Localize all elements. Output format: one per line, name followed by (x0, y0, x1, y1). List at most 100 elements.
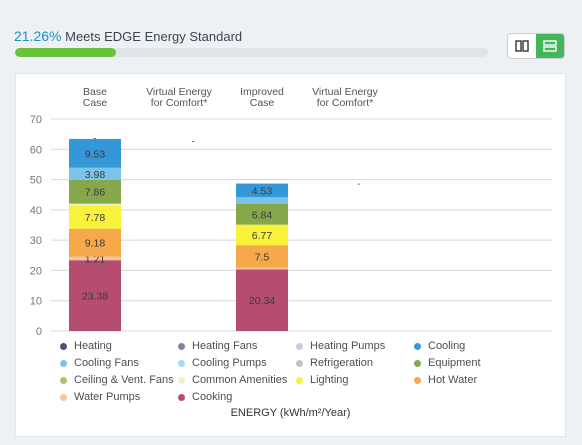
category-label: Case (83, 97, 108, 109)
legend-swatch (60, 342, 67, 350)
legend-item[interactable]: Cooling (414, 339, 532, 353)
category-label: Case (250, 97, 275, 109)
bar-value-label: 4.53 (252, 185, 273, 197)
legend-swatch (178, 342, 185, 350)
legend-item[interactable]: Heating Pumps (296, 339, 414, 353)
bar-segment (236, 197, 288, 204)
annotation: - (93, 134, 96, 145)
bar-value-label: 7.78 (85, 212, 106, 224)
legend-swatch (178, 376, 185, 384)
chart-legend: Heating Heating Fans Heating Pumps Cooling C… (60, 339, 560, 404)
bar-segment (69, 203, 121, 206)
legend-item[interactable]: Cooking (178, 390, 296, 404)
category-label: Virtual Energy (146, 86, 213, 98)
legend-swatch (178, 359, 185, 367)
progress-fill (15, 48, 116, 57)
bar-value-label: 3.98 (85, 169, 106, 181)
chart-card: 0 10 20 30 40 50 60 70 Base Case Virtual Energy for… (15, 73, 566, 437)
legend-item[interactable]: Heating (60, 339, 178, 353)
legend-item[interactable]: Common Amenities (178, 373, 296, 387)
category-label: Virtual Energy (312, 86, 379, 98)
legend-swatch (60, 359, 67, 367)
legend-swatch (60, 393, 67, 401)
legend-label: Cooling (428, 340, 466, 352)
y-tick-label: 50 (30, 175, 42, 187)
legend-label: Heating Fans (192, 340, 258, 352)
y-tick-label: 10 (30, 296, 42, 308)
legend-label: Heating Pumps (310, 340, 386, 352)
legend-item[interactable]: Cooling Pumps (178, 356, 296, 370)
legend-swatch (178, 393, 185, 401)
bar-segment (69, 205, 121, 229)
legend-item[interactable]: Lighting (296, 373, 414, 387)
legend-swatch (296, 342, 303, 350)
y-tick-label: 30 (30, 235, 42, 247)
y-tick-label: 40 (30, 205, 42, 217)
bar-segment (236, 224, 288, 246)
legend-swatch (414, 342, 421, 350)
legend-item[interactable]: Heating Fans (178, 339, 296, 353)
standard-text: Meets EDGE Energy Standard (65, 29, 243, 44)
legend-item[interactable]: Refrigeration (296, 356, 414, 370)
bar-value-label: 9.53 (85, 148, 106, 160)
bar-value-label: 6.84 (252, 209, 273, 221)
bar-segment (69, 260, 121, 331)
legend-item[interactable]: Hot Water (414, 373, 532, 387)
bar-value-label: 7.86 (85, 187, 106, 199)
bar-segment (69, 179, 121, 204)
rows-icon (543, 40, 557, 52)
legend-swatch (60, 376, 67, 384)
legend-label: Common Amenities (192, 374, 288, 386)
legend-swatch (296, 376, 303, 384)
bar-segment (69, 138, 121, 168)
legend-label: Heating (74, 340, 112, 352)
progress-bar (15, 48, 488, 57)
y-tick-label: 70 (30, 114, 42, 126)
annotation: - (357, 179, 360, 190)
category-label: for Comfort* (317, 97, 374, 109)
legend-label: Water Pumps (74, 391, 141, 403)
y-tick-label: 20 (30, 265, 42, 277)
legend-item[interactable]: Cooling Fans (60, 356, 178, 370)
bar-segment (69, 167, 121, 180)
category-label: Base (83, 86, 107, 98)
view-toggle[interactable] (507, 33, 565, 59)
standard-percent: 21.26% (14, 28, 62, 44)
legend-label: Refrigeration (310, 357, 373, 369)
legend-swatch (414, 359, 421, 367)
x-axis-label: ENERGY (kWh/m²/Year) (230, 407, 351, 419)
bar-value-label: 20.34 (249, 295, 275, 307)
legend-label: Cooling Pumps (192, 357, 267, 369)
rows-view-button[interactable] (536, 34, 564, 58)
bar-value-label: 6.77 (252, 230, 273, 242)
bar-segment (69, 228, 121, 257)
legend-swatch (296, 359, 303, 367)
y-tick-label: 60 (30, 144, 42, 156)
legend-item[interactable]: Ceiling & Vent. Fans (60, 373, 178, 387)
legend-item[interactable]: Equipment (414, 356, 532, 370)
standard-header: 21.26% Meets EDGE Energy Standard (14, 28, 242, 44)
category-label: Improved (240, 86, 284, 98)
columns-view-button[interactable] (508, 34, 536, 58)
legend-label: Cooking (192, 391, 233, 403)
legend-swatch (414, 376, 421, 384)
bar-segment (236, 269, 288, 331)
legend-label: Ceiling & Vent. Fans (74, 374, 174, 386)
legend-label: Hot Water (428, 374, 478, 386)
bar-value-label: 23.38 (82, 291, 108, 303)
legend-label: Cooling Fans (74, 357, 139, 369)
legend-label: Equipment (428, 357, 481, 369)
bar-segment (236, 183, 288, 198)
bar-segment (236, 245, 288, 268)
bar-segment (236, 203, 288, 225)
bar-value-label: 7.5 (255, 252, 270, 264)
legend-item[interactable]: Water Pumps (60, 390, 178, 404)
legend-label: Lighting (310, 374, 349, 386)
y-tick-label: 0 (36, 326, 42, 336)
bar-value-label: 9.18 (85, 238, 106, 250)
annotation: - (191, 137, 194, 148)
bar-segment (236, 267, 288, 270)
columns-icon (515, 40, 529, 52)
bar-segment (69, 256, 121, 261)
